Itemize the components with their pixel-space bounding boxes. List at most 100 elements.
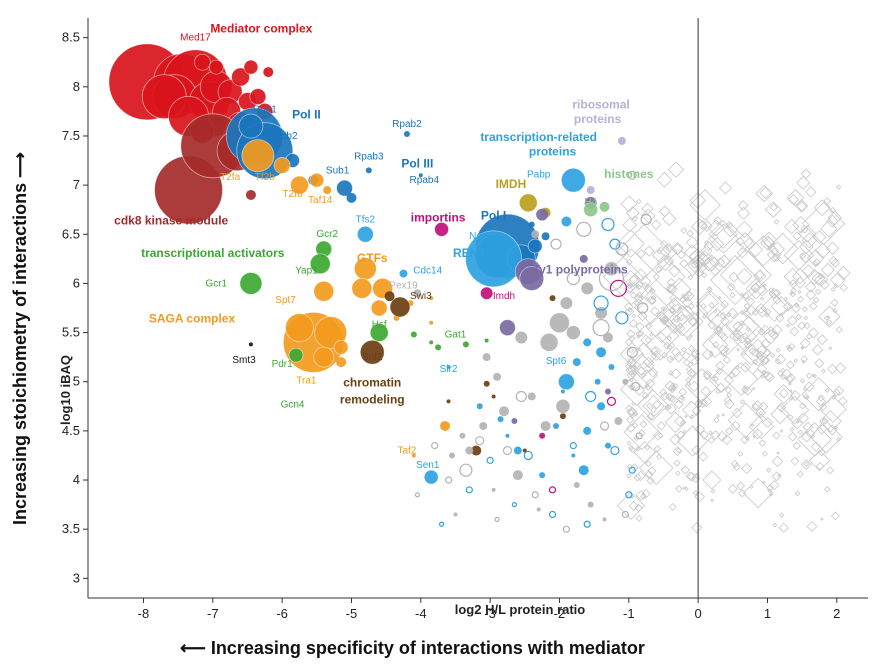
data-point [449,452,455,459]
diamond-mark [653,445,662,453]
data-point [598,265,625,292]
diamond-mark [806,249,825,267]
group-label: ribosomal [572,97,629,111]
diamond-mark [736,347,740,352]
diamond-mark [815,396,827,407]
data-point [410,331,417,338]
data-point [569,442,577,450]
diamond-mark [687,361,694,368]
diamond-mark [689,189,721,221]
protein-label: Swi3 [410,291,432,302]
data-point [518,193,538,213]
diamond-mark [713,216,723,225]
data-point [560,167,586,193]
diamond-mark [676,250,686,260]
data-point [309,172,325,188]
diamond-mark [674,415,686,427]
data-point [548,486,557,494]
diamond-mark [777,370,784,377]
diamond-mark [700,395,713,408]
protein-label: Taf2 [397,445,416,456]
diamond-mark [718,181,732,195]
diamond-mark [629,319,638,328]
data-point [597,402,606,411]
y-tick-label: 8 [73,79,80,94]
diamond-mark [673,459,681,467]
diamond-mark [793,302,800,308]
data-point [440,420,451,431]
diamond-mark [708,302,715,309]
diamond-mark [651,219,662,230]
data-point [583,202,599,218]
diamond-mark [633,289,669,325]
data-point [523,450,533,461]
diamond-mark [688,316,699,328]
diamond-mark [736,232,755,250]
diamond-mark [710,498,715,503]
data-point [579,254,588,263]
diamond-mark [812,230,827,245]
diamond-mark [668,264,681,278]
diamond-mark [802,393,810,400]
diamond-mark [761,369,767,375]
diamond-mark [684,244,701,261]
data-point [519,266,545,291]
data-point [605,442,611,449]
protein-label: Rpb2 [274,131,298,142]
diamond-mark [699,430,710,440]
diamond-mark [829,271,846,289]
diamond-mark [685,471,696,481]
diamond-mark [696,252,711,267]
diamond-mark [717,254,732,269]
diamond-mark [645,330,676,361]
diamond-mark [797,422,833,457]
y-tick-label: 6.5 [62,226,80,241]
diamond-mark [770,296,792,317]
data-point [606,396,617,406]
diamond-mark [681,296,693,309]
diamond-mark [659,243,678,261]
diamond-mark [787,414,794,421]
diamond-mark [814,358,825,369]
diamond-mark [784,218,800,235]
data-point [603,332,613,343]
data-point [549,312,570,334]
diamond-mark [706,286,713,293]
diamond-mark [740,292,745,297]
data-point [581,282,594,295]
diamond-mark [627,347,635,354]
data-point [389,296,411,318]
diamond-mark [801,264,816,278]
data-point [583,426,592,435]
diamond-mark [684,414,688,419]
diamond-mark [742,477,774,509]
diamond-mark [821,368,826,374]
diamond-mark [684,486,689,491]
diamond-mark [726,311,732,318]
diamond-mark [635,490,647,501]
diamond-mark [703,372,712,381]
diamond-mark [729,322,758,351]
diamond-mark [817,394,825,402]
diamond-mark [755,303,767,314]
diamond-mark [649,332,654,337]
diamond-mark [778,388,789,399]
diamond-mark [708,256,720,268]
diamond-mark [826,466,835,475]
diamond-mark [799,251,812,264]
diamond-mark [762,480,766,485]
diamond-mark [677,323,684,329]
diamond-mark [689,334,694,339]
diamond-mark [646,412,656,421]
diamond-mark [766,484,774,492]
group-label: SAGA complex [149,312,236,326]
data-point [587,501,594,508]
diamond-mark [741,462,753,475]
y-tick-label: 3.5 [62,521,80,536]
diamond-mark [751,386,756,391]
diamond-mark [789,326,800,337]
protein-label: Sub1 [326,165,350,176]
diamond-mark [626,473,632,479]
diamond-mark [773,384,794,405]
diamond-mark [797,429,803,435]
